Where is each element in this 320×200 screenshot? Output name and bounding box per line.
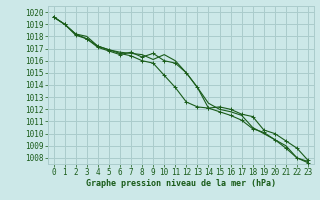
X-axis label: Graphe pression niveau de la mer (hPa): Graphe pression niveau de la mer (hPa) <box>86 179 276 188</box>
